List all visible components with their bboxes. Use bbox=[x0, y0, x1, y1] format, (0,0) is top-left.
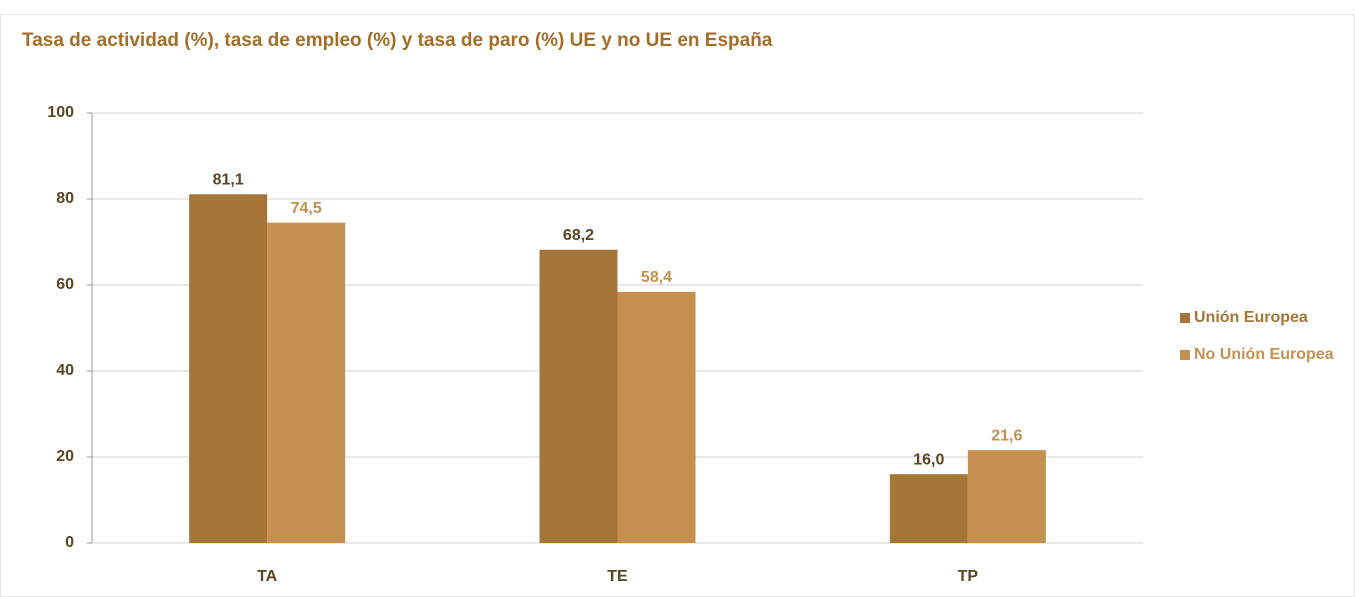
data-label: 21,6 bbox=[991, 427, 1022, 444]
data-label: 68,2 bbox=[563, 227, 594, 244]
y-tick-label: 40 bbox=[56, 362, 74, 379]
bar bbox=[617, 291, 696, 543]
bar bbox=[267, 222, 346, 543]
x-tick-label: TE bbox=[607, 568, 628, 585]
y-tick-label: 60 bbox=[56, 276, 74, 293]
data-label: 81,1 bbox=[213, 171, 244, 188]
bar bbox=[539, 249, 618, 544]
x-tick-label: TA bbox=[257, 568, 278, 585]
chart-title: Tasa de actividad (%), tasa de empleo (%… bbox=[22, 30, 773, 51]
data-label: 74,5 bbox=[291, 200, 322, 217]
bar bbox=[889, 474, 968, 543]
data-label: 58,4 bbox=[641, 269, 672, 286]
data-label: 16,0 bbox=[913, 451, 944, 468]
y-tick-label: 0 bbox=[65, 534, 74, 551]
legend-label: Unión Europea bbox=[1194, 309, 1308, 326]
legend-label: No Unión Europea bbox=[1194, 346, 1334, 363]
bar bbox=[189, 194, 268, 543]
y-tick-label: 20 bbox=[56, 448, 74, 465]
y-tick-label: 80 bbox=[56, 190, 74, 207]
bar bbox=[967, 450, 1046, 543]
legend-swatch bbox=[1180, 350, 1190, 360]
legend-swatch bbox=[1180, 313, 1190, 323]
x-tick-label: TP bbox=[958, 568, 979, 585]
y-tick-label: 100 bbox=[47, 104, 74, 121]
